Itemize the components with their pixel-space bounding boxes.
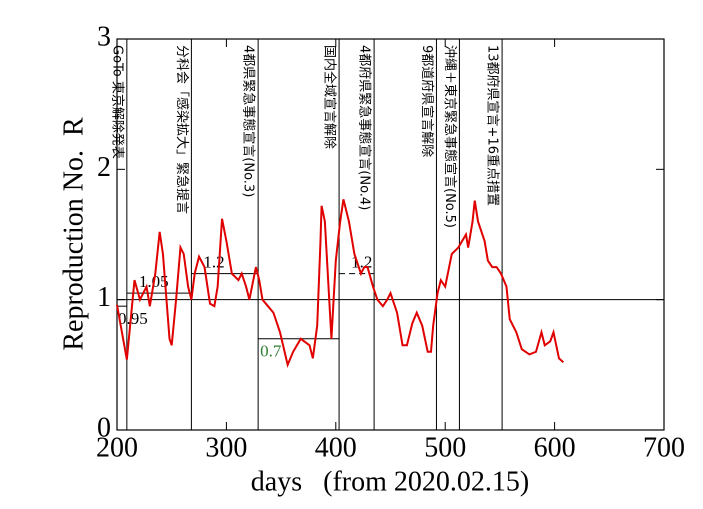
x-tick-label: 400	[315, 432, 357, 463]
y-tick-label: 0	[97, 412, 111, 443]
event-label: 9都道府県宣言解除	[419, 45, 435, 157]
segment-label: 0.7	[260, 342, 282, 361]
x-tick-label: 500	[424, 432, 466, 463]
x-tick-label: 300	[205, 432, 247, 463]
x-tick-label: 200	[96, 432, 138, 463]
plot-frame	[116, 38, 665, 431]
segment-label: 1.2	[203, 253, 224, 272]
data-line	[116, 199, 565, 369]
y-tick-label: 3	[97, 21, 111, 52]
event-label: 分科会「感染拡大」緊急提言	[174, 45, 190, 214]
y-tick-label: 2	[97, 152, 111, 183]
event-label: 4都県緊急事態宣言(No.3)	[241, 45, 257, 197]
x-tick-label: 700	[643, 432, 685, 463]
event-label: 4都府県緊急事態宣言(No.4)	[357, 45, 373, 210]
y-axis-title: Reproduction No. R	[58, 117, 89, 351]
event-label: 沖縄＋東京緊急事態宣言(No.5)	[442, 45, 458, 228]
segment-label: 0.95	[118, 309, 148, 328]
event-label: GoTo 東京解除発表	[109, 45, 125, 159]
event-label: 国内全域宣言解除	[322, 45, 338, 149]
x-tick-label: 600	[534, 432, 576, 463]
event-label: 13都府県宣言+16重点措置	[485, 45, 501, 206]
x-axis-title: days (from 2020.02.15)	[251, 466, 529, 497]
y-tick-label: 1	[97, 282, 111, 313]
